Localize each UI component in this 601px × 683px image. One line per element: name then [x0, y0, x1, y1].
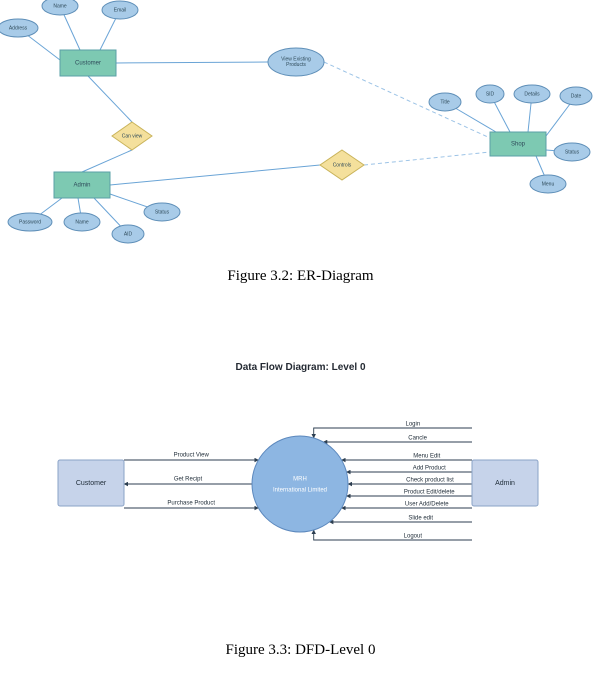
svg-text:Name: Name: [75, 219, 89, 225]
svg-text:Menu: Menu: [542, 181, 555, 187]
svg-text:Add Product: Add Product: [413, 466, 446, 472]
svg-text:Admin: Admin: [495, 480, 515, 487]
svg-text:Slide edit: Slide edit: [408, 516, 433, 522]
svg-text:Purchase Product: Purchase Product: [167, 501, 215, 507]
svg-text:Shop: Shop: [511, 142, 526, 148]
dfd-diagram: Product View Get Recipt Purchase Product Lo…: [0, 400, 601, 620]
svg-text:Address: Address: [9, 25, 28, 31]
svg-text:Details: Details: [524, 91, 540, 97]
svg-text:Product Edit/delete: Product Edit/delete: [404, 490, 455, 496]
svg-text:Admin: Admin: [73, 183, 90, 189]
svg-text:Name: Name: [53, 3, 67, 9]
svg-text:Menu Edit: Menu Edit: [413, 454, 440, 460]
svg-text:Customer: Customer: [76, 480, 107, 487]
page: Customer Admin Shop Can view Controls Name Ema…: [0, 0, 601, 683]
svg-text:SID: SID: [486, 91, 495, 97]
svg-text:Logout: Logout: [404, 534, 423, 540]
svg-text:Controls: Controls: [333, 162, 352, 168]
svg-text:Status: Status: [565, 149, 580, 155]
svg-text:Can view: Can view: [122, 133, 143, 139]
svg-text:User Add/Delete: User Add/Delete: [405, 502, 449, 508]
svg-text:Get Recipt: Get Recipt: [174, 477, 203, 483]
svg-text:Customer: Customer: [75, 61, 101, 67]
svg-text:Cancle: Cancle: [408, 436, 427, 442]
svg-text:Product View: Product View: [174, 453, 210, 459]
er-caption: Figure 3.2: ER-Diagram: [0, 268, 601, 285]
dfd-heading: Data Flow Diagram: Level 0: [0, 362, 601, 373]
svg-text:Email: Email: [114, 7, 127, 13]
svg-text:International Limited: International Limited: [273, 488, 327, 494]
svg-text:Title: Title: [440, 99, 449, 105]
er-diagram: Customer Admin Shop Can view Controls Name Ema…: [0, 0, 601, 250]
svg-text:Date: Date: [571, 93, 582, 99]
dfd-caption: Figure 3.3: DFD-Level 0: [0, 642, 601, 659]
svg-text:Status: Status: [155, 209, 170, 215]
svg-text:Check product list: Check product list: [406, 478, 454, 484]
svg-text:Password: Password: [19, 219, 41, 225]
svg-text:MRH: MRH: [293, 477, 307, 483]
svg-text:AID: AID: [124, 231, 133, 237]
svg-text:Login: Login: [406, 422, 421, 428]
